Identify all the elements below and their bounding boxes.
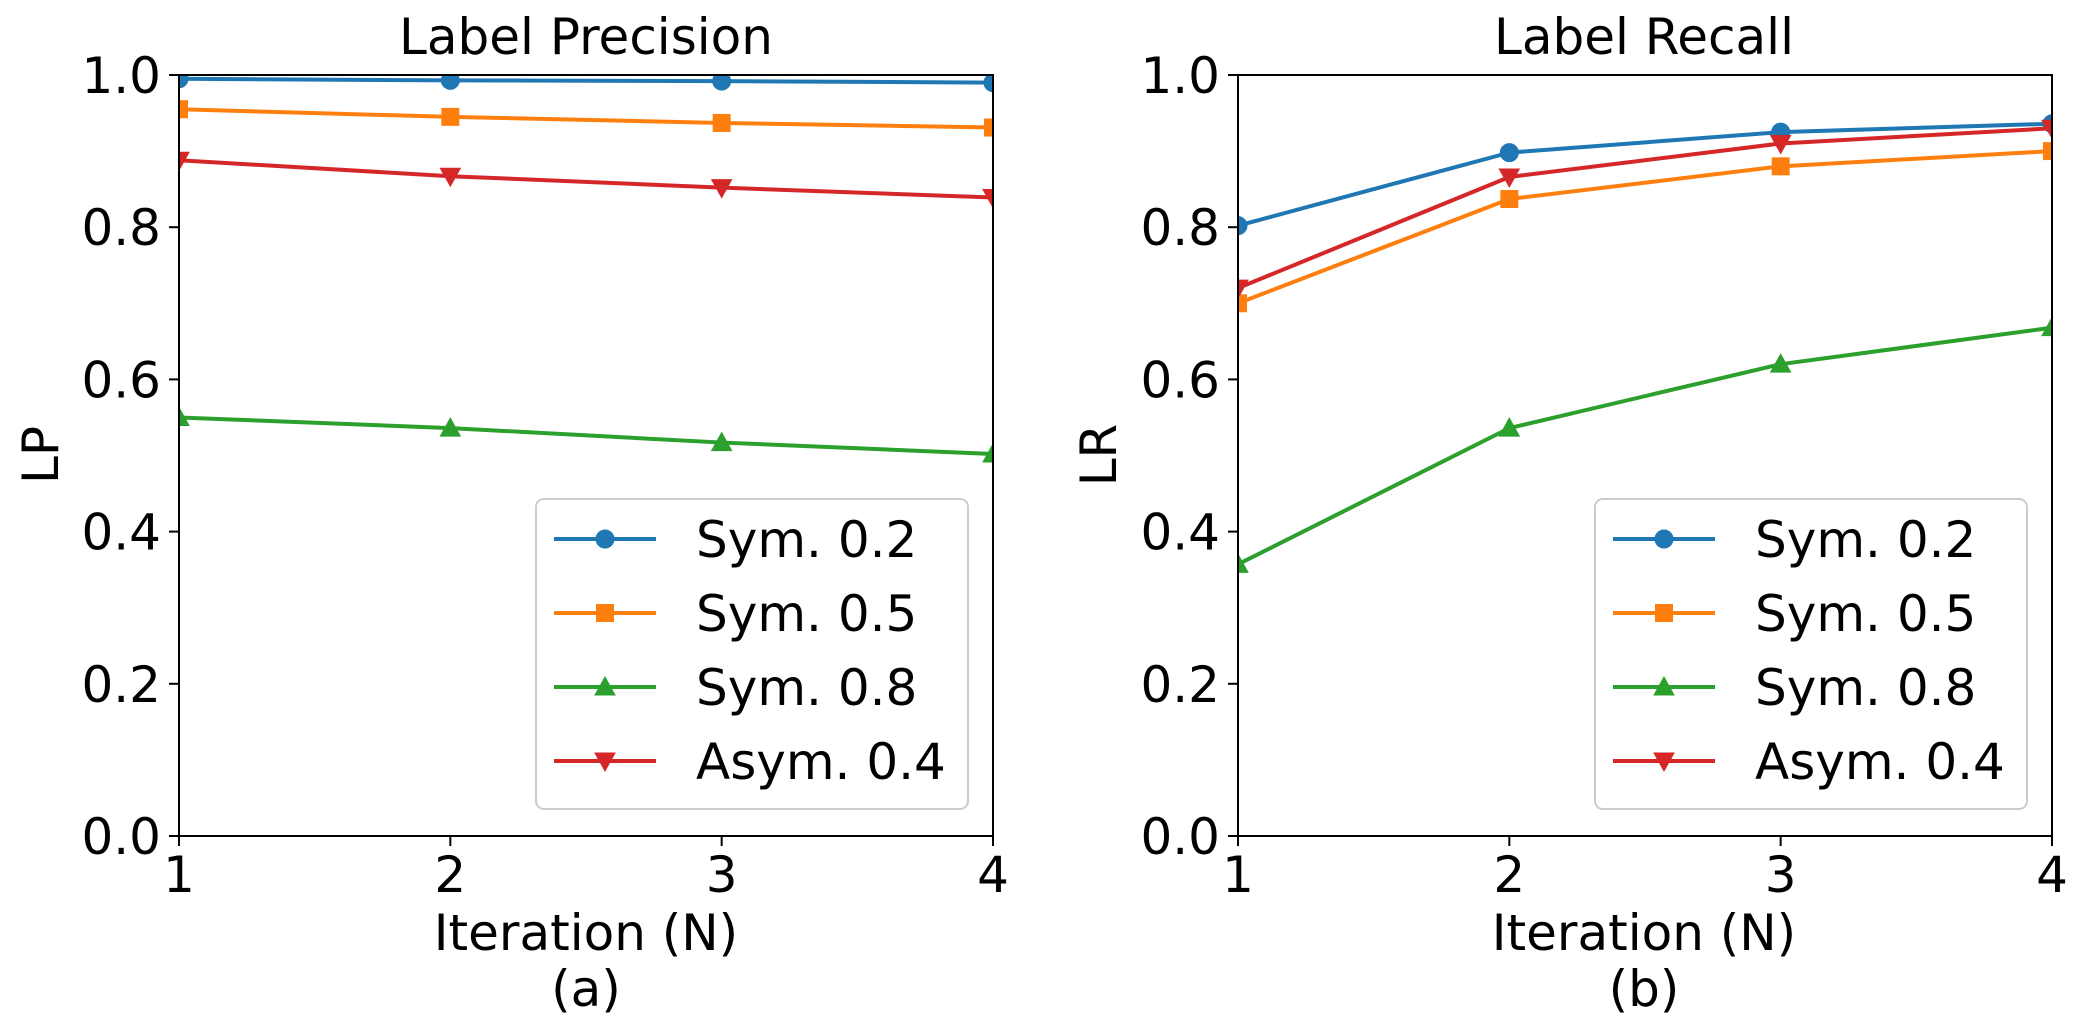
data-point [440, 74, 460, 90]
legend-label: Sym. 0.2 [1755, 511, 1976, 569]
legend-marker [594, 752, 616, 773]
legend-label: Sym. 0.2 [696, 511, 917, 569]
data-point [441, 107, 460, 126]
x-tick-label: 1 [163, 846, 195, 904]
x-tick-label: 3 [706, 846, 738, 904]
legend-entry: Sym. 0.5 [1613, 585, 1976, 643]
series-line [1237, 126, 2053, 291]
legend-entry: Asym. 0.4 [554, 733, 946, 791]
data-point [710, 179, 733, 199]
data-point [712, 74, 732, 91]
data-point [712, 113, 731, 132]
x-tick-label: 2 [1493, 846, 1525, 904]
legend-label: Sym. 0.8 [696, 659, 917, 717]
series-line [1237, 121, 2053, 228]
y-tick-label: 0.4 [81, 504, 161, 562]
panel-a: Label Precision LP Iteration (N) (a) 1 2 3… [12, 8, 1009, 1018]
legend-label: Asym. 0.4 [696, 733, 946, 791]
series-line [178, 415, 994, 456]
y-tick-label: 0.8 [1140, 199, 1220, 257]
legend-box [535, 498, 969, 810]
y-tick-label: 0.2 [81, 656, 161, 714]
series-layer [1237, 114, 2053, 573]
legend-entry: Sym. 0.2 [554, 511, 917, 569]
legend-entry: Asym. 0.4 [1613, 733, 2005, 791]
panel-b: Label Recall LR Iteration (N) (b) 1 2 3 4 0.… [1070, 8, 2068, 1018]
y-tick-label: 0.8 [81, 199, 161, 257]
series-line [178, 76, 994, 85]
legend-entry: Sym. 0.8 [1613, 659, 1976, 717]
legend: Sym. 0.2 Sym. 0.5 Sym. 0.8 Asym. 0.4 [535, 498, 969, 810]
series-line [1237, 325, 2053, 567]
y-tick-label: 1.0 [81, 47, 161, 105]
y-axis-label: LR [1070, 424, 1128, 487]
panel-title: Label Recall [1494, 8, 1794, 66]
x-tick-label: 3 [1765, 846, 1797, 904]
series-line [1237, 149, 2053, 306]
data-point [1498, 417, 1521, 437]
panel-title: Label Precision [399, 8, 773, 66]
y-axis-label: LP [12, 426, 70, 484]
plot-area: 1 2 3 4 0.0 0.2 0.4 0.6 0.8 1.0 [1140, 47, 2067, 904]
x-axis-label: Iteration (N) [434, 904, 738, 962]
x-tick-label: 1 [1222, 846, 1254, 904]
series-layer [178, 74, 994, 463]
panel-caption: (a) [551, 960, 621, 1018]
legend-marker [596, 604, 614, 622]
legend-marker [595, 529, 615, 549]
legend-entry: Sym. 0.8 [554, 659, 917, 717]
series-line [178, 107, 994, 130]
legend-label: Sym. 0.8 [1755, 659, 1976, 717]
data-point [1769, 134, 1792, 155]
axes-frame [1237, 74, 2053, 837]
x-tick-label: 4 [977, 846, 1009, 904]
legend: Sym. 0.2 Sym. 0.5 Sym. 0.8 Asym. 0.4 [1594, 498, 2028, 810]
legend-marker [1653, 675, 1675, 696]
legend-entry: Sym. 0.2 [1613, 511, 1976, 569]
data-point [439, 167, 462, 188]
data-point [1499, 143, 1519, 163]
data-point [439, 417, 462, 437]
plot-area: 1 2 3 4 0.0 0.2 0.4 0.6 0.8 1.0 [81, 47, 1008, 904]
data-point [710, 431, 733, 452]
data-point [1769, 353, 1792, 373]
legend-marker [594, 675, 616, 696]
axes-frame [178, 74, 994, 837]
y-tick-label: 0.6 [81, 351, 161, 409]
y-tick-label: 1.0 [1140, 47, 1220, 105]
data-point [1500, 190, 1519, 209]
y-tick-label: 0.0 [81, 808, 161, 866]
y-tick-label: 0.0 [1140, 808, 1220, 866]
x-tick-label: 4 [2036, 846, 2068, 904]
y-tick-label: 0.6 [1140, 351, 1220, 409]
y-tick-label: 0.2 [1140, 656, 1220, 714]
y-tick-label: 0.4 [1140, 504, 1220, 562]
legend-label: Sym. 0.5 [696, 585, 917, 643]
legend-label: Sym. 0.5 [1755, 585, 1976, 643]
legend-entry: Sym. 0.5 [554, 585, 917, 643]
legend-marker [1653, 752, 1675, 773]
legend-marker [1655, 604, 1673, 622]
x-axis-label: Iteration (N) [1492, 904, 1796, 962]
legend-marker [1654, 529, 1674, 549]
panel-caption: (b) [1609, 960, 1680, 1018]
series-line [178, 158, 994, 200]
x-tick-label: 2 [434, 846, 466, 904]
legend-label: Asym. 0.4 [1755, 733, 2005, 791]
data-point [1498, 168, 1521, 189]
data-point [1771, 157, 1790, 176]
legend-box [1594, 498, 2028, 810]
